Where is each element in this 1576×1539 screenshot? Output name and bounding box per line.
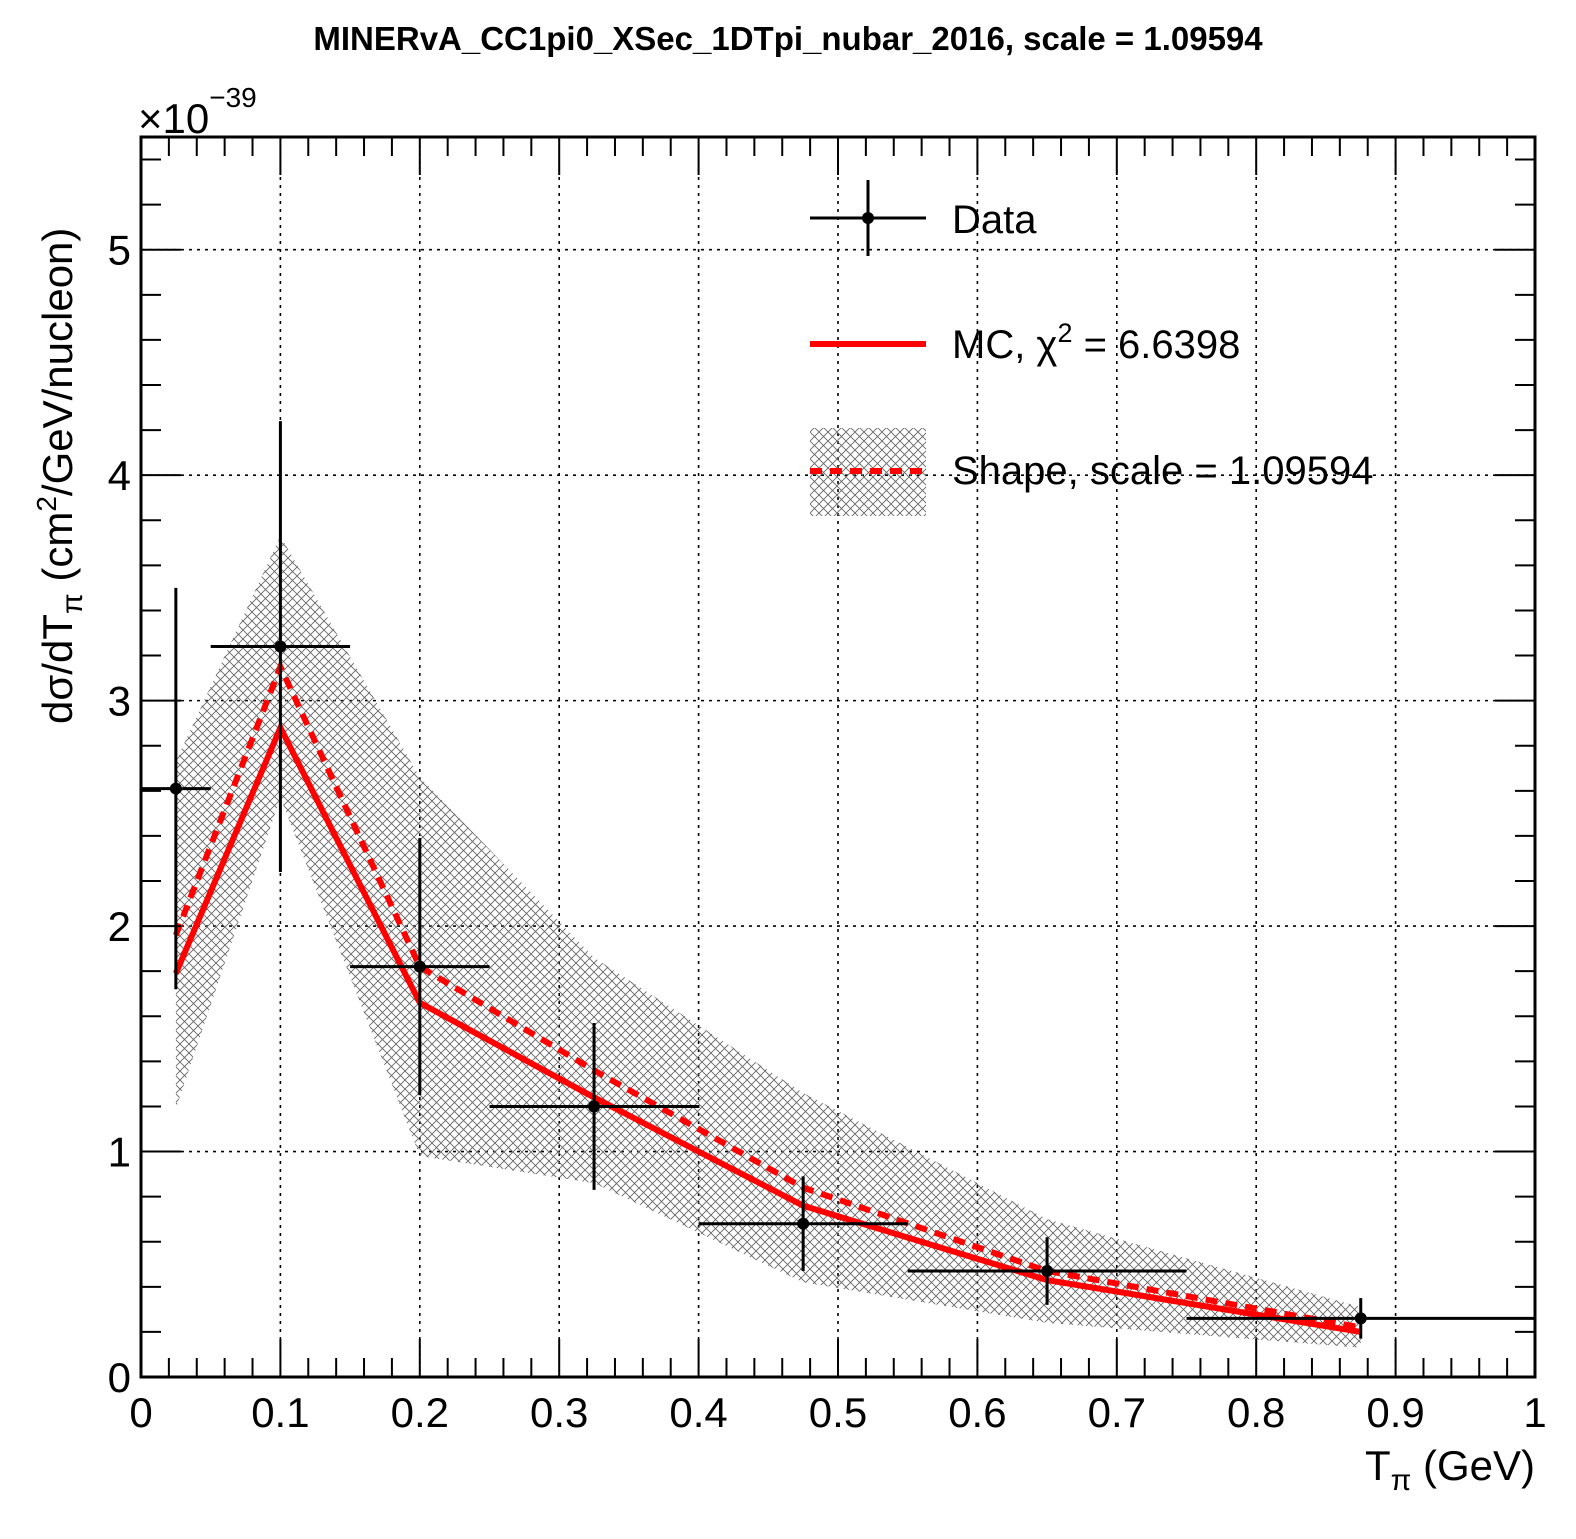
legend-entry-mc: MC, χ2 = 6.6398 (810, 318, 1240, 367)
data-marker-4 (797, 1217, 810, 1230)
x-tick-label-4: 0.4 (669, 1389, 727, 1436)
x-tick-label-1: 0.1 (251, 1389, 309, 1436)
x-tick-label-2: 0.2 (391, 1389, 449, 1436)
data-point-0 (141, 587, 211, 990)
data-marker-1 (274, 640, 287, 653)
legend-label-mc: MC, χ2 = 6.6398 (952, 318, 1240, 367)
y-tick-label-5: 5 (108, 227, 131, 274)
data-point-6 (1186, 1298, 1535, 1339)
data-marker-2 (413, 960, 426, 973)
y-tick-label-1: 1 (108, 1129, 131, 1176)
x-tick-label-6: 0.6 (948, 1389, 1006, 1436)
data-point-1 (210, 421, 351, 872)
y-multiplier: ×10−39 (138, 82, 257, 142)
data-marker-0 (169, 782, 182, 795)
x-tick-label-9: 0.9 (1366, 1389, 1424, 1436)
x-tick-label-7: 0.7 (1088, 1389, 1146, 1436)
x-tick-label-3: 0.3 (530, 1389, 588, 1436)
chart-title: MINERvA_CC1pi0_XSec_1DTpi_nubar_2016, sc… (313, 20, 1263, 57)
data-point-3 (489, 1023, 699, 1190)
shape-uncertainty-band (175, 536, 1361, 1348)
y-tick-label-0: 0 (108, 1354, 131, 1401)
x-tick-label-5: 0.5 (809, 1389, 867, 1436)
data-marker-3 (588, 1100, 601, 1113)
data-marker-5 (1041, 1265, 1054, 1278)
data-points (141, 421, 1535, 1339)
y-tick-label-2: 2 (108, 903, 131, 950)
x-tick-label-8: 0.8 (1227, 1389, 1285, 1436)
legend-label-data: Data (952, 198, 1037, 242)
data-point-5 (907, 1237, 1187, 1305)
data-marker-6 (1354, 1312, 1367, 1325)
legend-entry-data: Data (810, 180, 1037, 256)
x-tick-label-0: 0 (129, 1389, 152, 1436)
tick-labels: 0 0.1 0.2 0.3 0.4 0.5 0.6 0.7 0.8 0.9 1 0 1 2 3 4 5 (108, 227, 1547, 1436)
y-tick-label-4: 4 (108, 452, 131, 499)
shape-band-area (175, 536, 1361, 1348)
legend: Data MC, χ2 = 6.6398 Shape, scale = 1.09… (810, 180, 1373, 516)
y-axis-label: dσ/dTπ (cm2/GeV/nucleon) (31, 228, 89, 724)
plot-frame (139, 135, 1537, 1379)
x-axis-label: Tπ (GeV) (1365, 1442, 1535, 1497)
legend-label-shape: Shape, scale = 1.09594 (952, 449, 1373, 493)
legend-entry-shape: Shape, scale = 1.09594 (810, 428, 1373, 516)
x-tick-label-10: 1 (1523, 1389, 1546, 1436)
data-point-2 (350, 838, 490, 1096)
data-point-4 (698, 1176, 908, 1272)
y-tick-label-3: 3 (108, 678, 131, 725)
